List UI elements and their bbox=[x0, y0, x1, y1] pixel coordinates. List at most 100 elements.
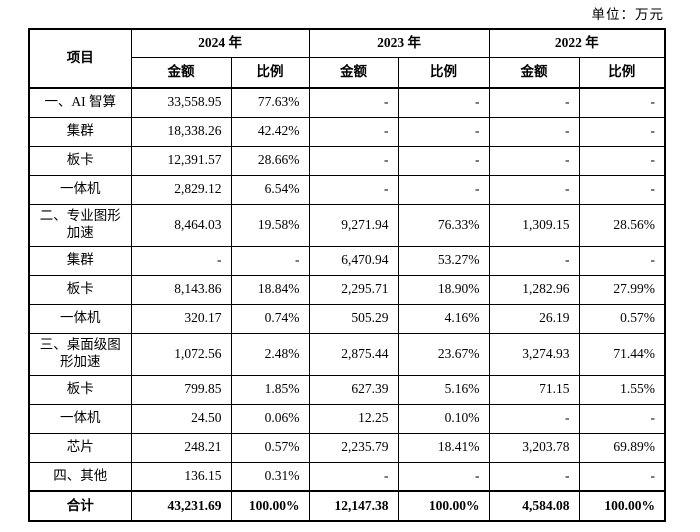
ratio-cell: - bbox=[397, 87, 490, 118]
amount-cell: - bbox=[308, 87, 399, 118]
item-cell: 三、桌面级图 形加速 bbox=[28, 332, 132, 376]
ratio-cell: 53.27% bbox=[397, 245, 490, 276]
col-header-ratio-2024: 比例 bbox=[230, 56, 310, 89]
item-cell: 四、其他 bbox=[28, 461, 132, 492]
amount-cell: 43,231.69 bbox=[130, 490, 232, 522]
ratio-cell: 77.63% bbox=[230, 87, 310, 118]
col-header-amount-2022: 金额 bbox=[488, 56, 580, 89]
ratio-cell: 6.54% bbox=[230, 174, 310, 205]
ratio-cell: 76.33% bbox=[397, 203, 490, 247]
ratio-cell: - bbox=[578, 87, 666, 118]
amount-cell: 3,274.93 bbox=[488, 332, 580, 376]
table-row-other: 四、其他 136.15 0.31% - - - - bbox=[28, 461, 666, 492]
amount-cell: 2,875.44 bbox=[308, 332, 399, 376]
ratio-cell: 5.16% bbox=[397, 374, 490, 405]
ratio-cell: 0.06% bbox=[230, 403, 310, 434]
amount-cell: - bbox=[308, 174, 399, 205]
amount-cell: 8,464.03 bbox=[130, 203, 232, 247]
item-cell: 板卡 bbox=[28, 145, 132, 176]
ratio-cell: 100.00% bbox=[578, 490, 666, 522]
amount-cell: 33,558.95 bbox=[130, 87, 232, 118]
col-header-year-2022: 2022 年 bbox=[488, 28, 666, 58]
ratio-cell: - bbox=[578, 174, 666, 205]
amount-cell: 71.15 bbox=[488, 374, 580, 405]
item-cell: 芯片 bbox=[28, 432, 132, 463]
col-header-item: 项目 bbox=[28, 28, 132, 89]
amount-cell: 4,584.08 bbox=[488, 490, 580, 522]
table-row-allinone: 一体机 320.17 0.74% 505.29 4.16% 26.19 0.57… bbox=[28, 303, 666, 334]
amount-cell: 505.29 bbox=[308, 303, 399, 334]
amount-cell: 24.50 bbox=[130, 403, 232, 434]
ratio-cell: - bbox=[397, 174, 490, 205]
amount-cell: - bbox=[308, 116, 399, 147]
col-header-amount-2024: 金额 bbox=[130, 56, 232, 89]
ratio-cell: 69.89% bbox=[578, 432, 666, 463]
col-header-ratio-2023: 比例 bbox=[397, 56, 490, 89]
ratio-cell: 1.85% bbox=[230, 374, 310, 405]
amount-cell: 1,282.96 bbox=[488, 274, 580, 305]
amount-cell: - bbox=[488, 87, 580, 118]
amount-cell: - bbox=[488, 145, 580, 176]
ratio-cell: 2.48% bbox=[230, 332, 310, 376]
ratio-cell: 19.58% bbox=[230, 203, 310, 247]
col-header-year-2024: 2024 年 bbox=[130, 28, 310, 58]
amount-cell: 1,072.56 bbox=[130, 332, 232, 376]
amount-cell: - bbox=[130, 245, 232, 276]
table-row-cluster: 集群 18,338.26 42.42% - - - - bbox=[28, 116, 666, 147]
ratio-cell: 1.55% bbox=[578, 374, 666, 405]
amount-cell: 2,235.79 bbox=[308, 432, 399, 463]
amount-cell: 1,309.15 bbox=[488, 203, 580, 247]
revenue-breakdown-table: 项目 2024 年 2023 年 2022 年 金额 比例 金额 比例 金额 比… bbox=[28, 28, 666, 522]
header-row-metrics: 金额 比例 金额 比例 金额 比例 bbox=[29, 56, 666, 89]
col-header-amount-2023: 金额 bbox=[308, 56, 399, 89]
amount-cell: 12,147.38 bbox=[308, 490, 399, 522]
amount-cell: 799.85 bbox=[130, 374, 232, 405]
ratio-cell: 71.44% bbox=[578, 332, 666, 376]
table-row-chip: 芯片 248.21 0.57% 2,235.79 18.41% 3,203.78… bbox=[28, 432, 666, 463]
item-cell: 板卡 bbox=[28, 274, 132, 305]
ratio-cell: 28.66% bbox=[230, 145, 310, 176]
table-row-ai-computing: 一、AI 智算 33,558.95 77.63% - - - - bbox=[28, 87, 666, 118]
table-row-board: 板卡 8,143.86 18.84% 2,295.71 18.90% 1,282… bbox=[28, 274, 666, 305]
ratio-cell: 42.42% bbox=[230, 116, 310, 147]
amount-cell: 3,203.78 bbox=[488, 432, 580, 463]
amount-cell: 12.25 bbox=[308, 403, 399, 434]
amount-cell: 8,143.86 bbox=[130, 274, 232, 305]
ratio-cell: - bbox=[397, 116, 490, 147]
amount-cell: 26.19 bbox=[488, 303, 580, 334]
ratio-cell: - bbox=[397, 145, 490, 176]
ratio-cell: 23.67% bbox=[397, 332, 490, 376]
amount-cell: 9,271.94 bbox=[308, 203, 399, 247]
amount-cell: 136.15 bbox=[130, 461, 232, 492]
item-cell: 一体机 bbox=[28, 403, 132, 434]
ratio-cell: - bbox=[578, 245, 666, 276]
item-cell: 板卡 bbox=[28, 374, 132, 405]
ratio-cell: - bbox=[578, 116, 666, 147]
item-cell: 一体机 bbox=[28, 303, 132, 334]
header-row-years: 项目 2024 年 2023 年 2022 年 bbox=[28, 28, 666, 89]
ratio-cell: 28.56% bbox=[578, 203, 666, 247]
amount-cell: - bbox=[308, 461, 399, 492]
amount-cell: 2,829.12 bbox=[130, 174, 232, 205]
amount-cell: - bbox=[488, 174, 580, 205]
table-row-total: 合计 43,231.69 100.00% 12,147.38 100.00% 4… bbox=[28, 490, 666, 522]
amount-cell: 2,295.71 bbox=[308, 274, 399, 305]
col-header-year-2023: 2023 年 bbox=[308, 28, 490, 58]
amount-cell: 6,470.94 bbox=[308, 245, 399, 276]
table-row-board: 板卡 799.85 1.85% 627.39 5.16% 71.15 1.55% bbox=[28, 374, 666, 405]
table-row-cluster: 集群 - - 6,470.94 53.27% - - bbox=[28, 245, 666, 276]
table-row-desktop-graphics: 三、桌面级图 形加速 1,072.56 2.48% 2,875.44 23.67… bbox=[28, 332, 666, 376]
table-row-pro-graphics: 二、专业图形 加速 8,464.03 19.58% 9,271.94 76.33… bbox=[28, 203, 666, 247]
ratio-cell: 0.57% bbox=[230, 432, 310, 463]
unit-label: 单位：万元 bbox=[591, 7, 664, 22]
ratio-cell: - bbox=[578, 403, 666, 434]
ratio-cell: - bbox=[230, 245, 310, 276]
col-header-ratio-2022: 比例 bbox=[578, 56, 666, 89]
amount-cell: - bbox=[488, 461, 580, 492]
table-row-board: 板卡 12,391.57 28.66% - - - - bbox=[28, 145, 666, 176]
ratio-cell: - bbox=[578, 145, 666, 176]
amount-cell: 18,338.26 bbox=[130, 116, 232, 147]
table-row-allinone: 一体机 2,829.12 6.54% - - - - bbox=[28, 174, 666, 205]
amount-cell: - bbox=[308, 145, 399, 176]
ratio-cell: 0.57% bbox=[578, 303, 666, 334]
